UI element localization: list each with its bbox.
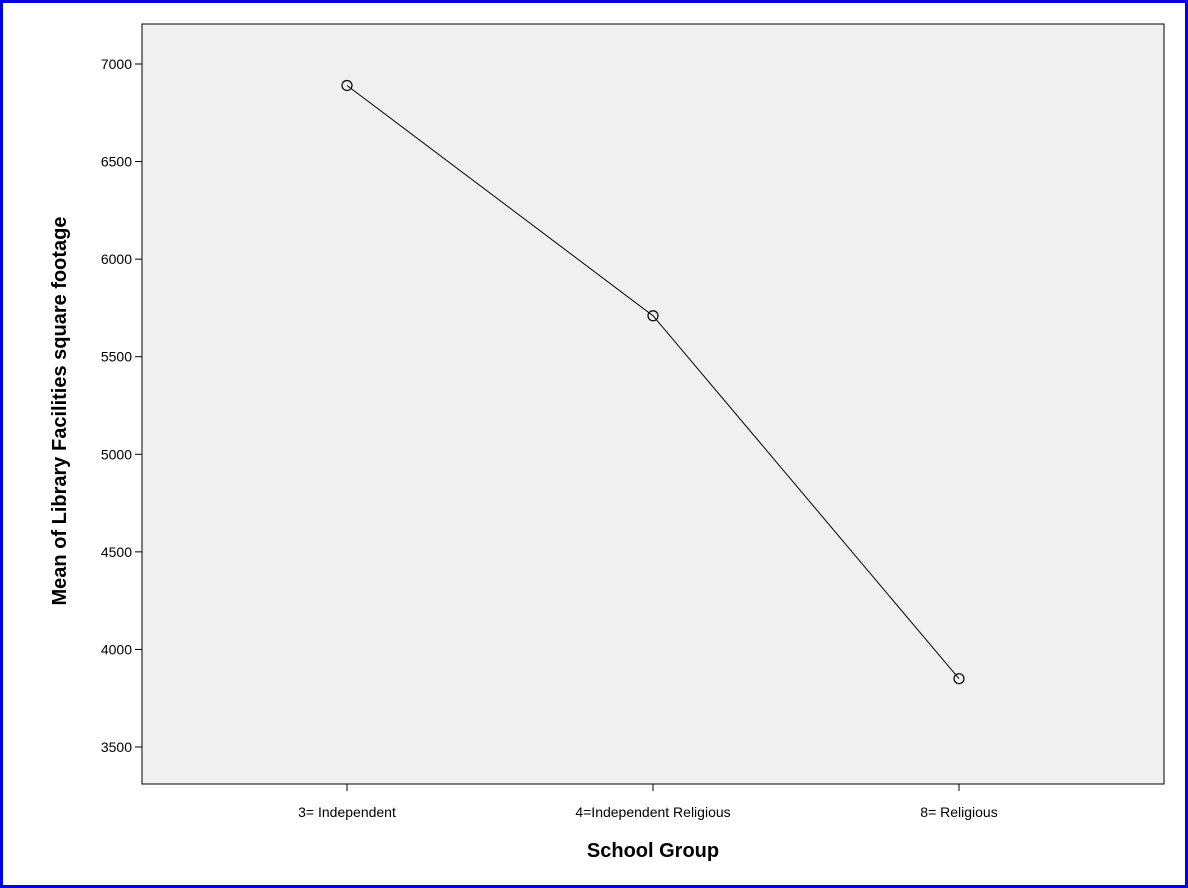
series-line bbox=[346, 85, 960, 680]
y-axis: 3500 4000 4500 5000 5500 6000 6500 7000 bbox=[101, 56, 142, 755]
y-tick-label: 3500 bbox=[101, 739, 132, 755]
chart-svg: 3500 4000 4500 5000 5500 6000 6500 7000 3= Inde… bbox=[49, 23, 1165, 862]
x-axis: 3= Independent 4=Independent Religious 8= … bbox=[298, 784, 998, 820]
x-tick-label: 3= Independent bbox=[298, 804, 396, 820]
x-axis-title: School Group bbox=[587, 840, 719, 862]
y-tick-label: 6500 bbox=[101, 154, 132, 170]
data-point bbox=[647, 310, 659, 322]
y-tick-label: 7000 bbox=[101, 56, 132, 72]
y-tick-label: 5500 bbox=[101, 349, 132, 365]
y-tick-label: 4500 bbox=[101, 544, 132, 560]
y-tick-label: 4000 bbox=[101, 641, 132, 657]
data-points bbox=[341, 79, 965, 685]
plot-area bbox=[141, 23, 1165, 785]
y-axis-title: Mean of Library Facilities square footag… bbox=[49, 217, 71, 606]
data-point bbox=[341, 79, 353, 92]
x-tick-label: 4=Independent Religious bbox=[575, 804, 730, 820]
y-tick-label: 5000 bbox=[101, 446, 132, 462]
y-tick-label: 6000 bbox=[101, 251, 132, 267]
x-tick-label: 8= Religious bbox=[920, 804, 997, 820]
data-point bbox=[953, 673, 965, 685]
